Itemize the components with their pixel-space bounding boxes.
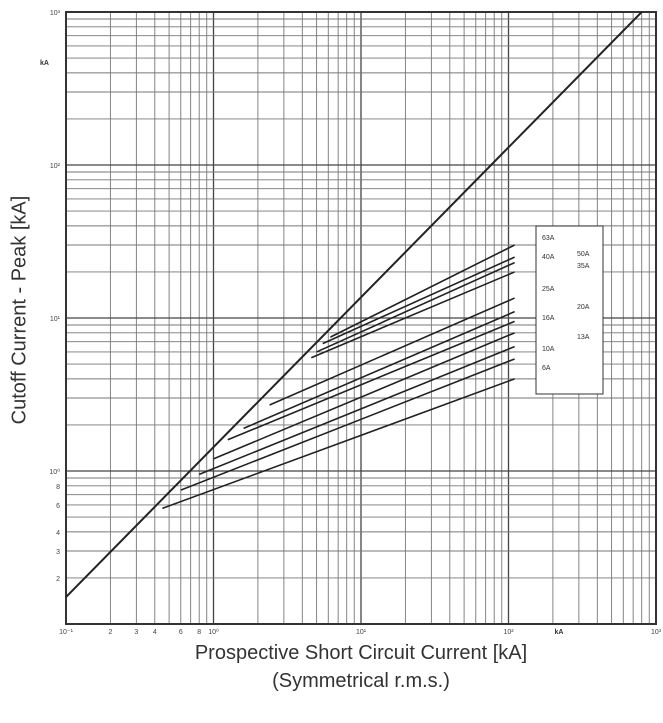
y-tick-label: 3 [56,549,60,556]
y-tick-label: 10⁰ [49,468,60,476]
x-tick-label: 10¹ [356,629,367,636]
legend-label: 10A [542,346,555,353]
series-line-10a [180,358,515,491]
x-axis-label-sub: (Symmetrical r.m.s.) [272,670,450,692]
y-tick-label: 10² [50,163,61,170]
plot-frame [65,11,657,625]
x-tick-label: 10⁻¹ [59,629,73,636]
x-tick-label: 8 [197,629,201,636]
series-line-16a [213,332,515,460]
x-tick-label: 10³ [651,629,662,636]
legend-label: 16A [542,315,555,322]
series-line-35a [310,271,515,359]
legend-label: 40A [542,254,555,261]
legend-label: 13A [577,334,590,341]
y-axis-label: Cutoff Current - Peak [kA] [8,195,31,425]
legend-label: 50A [577,251,590,258]
y-unit-label: kA [40,60,49,67]
y-tick-label: 2 [56,576,60,583]
series-line-6a [162,378,515,510]
series-line-13a [198,345,515,476]
y-axis-label-wrap: Cutoff Current - Peak [kA] [0,0,40,620]
y-tick-label: 8 [56,484,60,491]
x-axis-label: Prospective Short Circuit Current [kA] [194,642,528,664]
reference-line [65,11,643,598]
legend-label: 20A [577,304,590,311]
series-line-63a [330,244,515,338]
legend-label: 25A [542,286,555,293]
x-unit-label: kA [555,629,564,636]
legend-label: 6A [542,365,551,372]
y-tick-label: 6 [56,503,60,510]
chart-svg: 10³ 10² 10¹ 10⁰ 8 6 4 3 2 10⁻¹ 2 3 4 6 8 10⁰ 10¹ 10² 10³ kA… [40,10,662,636]
series-line-32a [269,297,515,406]
series-line-20a [227,320,515,441]
legend-label: 35A [577,263,590,270]
series-line-40a [316,261,515,353]
legend-label: 63A [542,235,555,242]
y-tick-label: 10³ [50,10,61,17]
legend-box [535,225,604,395]
x-tick-label: 10⁰ [208,628,219,636]
x-tick-label: 4 [153,629,157,636]
x-tick-label: 10² [503,629,514,636]
x-tick-label: 2 [108,629,112,636]
x-tick-label: 3 [134,629,138,636]
series-line-25a [243,310,515,430]
y-tick-label: 10¹ [50,316,61,323]
x-tick-label: 6 [179,629,183,636]
series-line-50a [322,256,515,345]
y-tick-label: 4 [56,530,60,537]
